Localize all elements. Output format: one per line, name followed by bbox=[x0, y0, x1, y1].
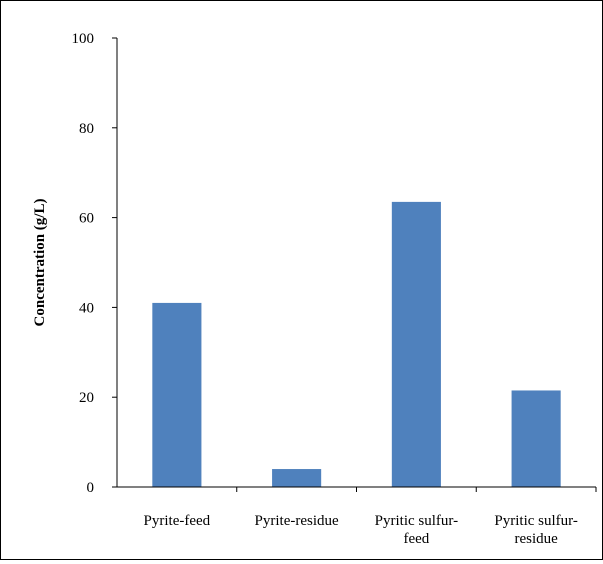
x-category-label: Pyrite-feed bbox=[144, 513, 211, 529]
bars bbox=[152, 201, 561, 487]
y-tick-label: 0 bbox=[87, 480, 95, 496]
y-tick-label: 60 bbox=[79, 211, 94, 227]
bar bbox=[511, 390, 561, 487]
bar bbox=[391, 201, 441, 487]
y-tick-label: 80 bbox=[79, 121, 94, 137]
y-tick-label: 20 bbox=[79, 390, 94, 406]
x-category-label: Pyritic sulfur- bbox=[494, 513, 577, 529]
bar bbox=[272, 469, 322, 487]
y-axis-title: Concentration (g/L) bbox=[32, 199, 48, 327]
y-tick-label: 100 bbox=[72, 31, 95, 47]
bar bbox=[152, 302, 202, 487]
x-category-label: feed bbox=[403, 531, 429, 547]
x-category-label: residue bbox=[514, 531, 558, 547]
x-category-label: Pyrite-residue bbox=[255, 513, 339, 529]
x-axis: Pyrite-feed Pyrite-residue Pyritic sulfur-… bbox=[117, 486, 597, 547]
x-category-label: Pyritic sulfur- bbox=[375, 513, 458, 529]
y-axis: 0 20 40 60 80 100 bbox=[72, 31, 118, 496]
y-tick-label: 40 bbox=[79, 300, 94, 316]
